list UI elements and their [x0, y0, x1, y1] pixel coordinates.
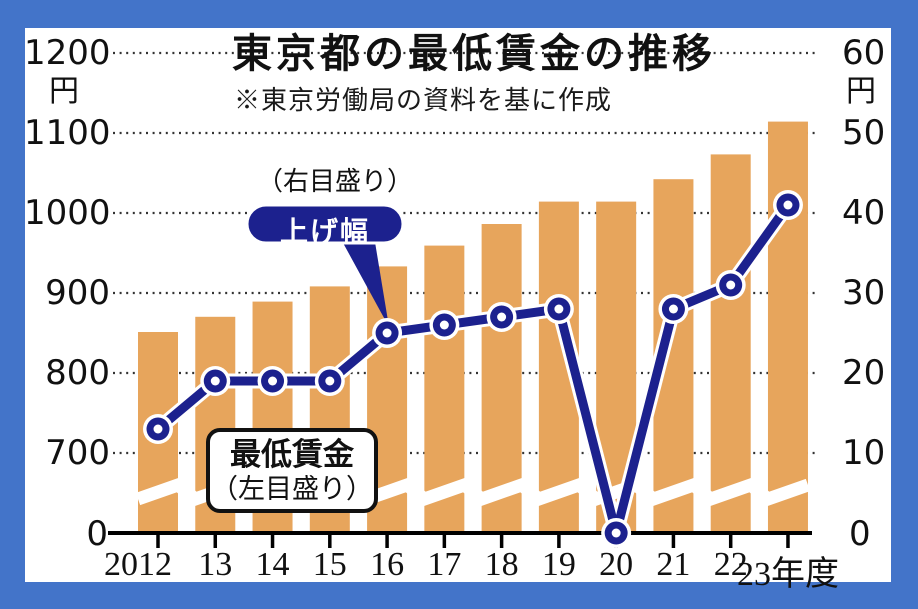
right-axis-zero-label: 0	[849, 514, 871, 554]
bar-series-legend-box: 最低賃金 （左目盛り）	[206, 428, 378, 513]
x-axis-label-23年度: 23年度	[736, 556, 839, 593]
left-axis-label-1000: 1000	[24, 193, 111, 233]
line-series-label: 上げ幅	[279, 216, 370, 247]
bar-2023	[767, 121, 808, 533]
point-hole-2015	[325, 376, 335, 386]
point-hole-2013	[210, 376, 220, 386]
left-axis-zero-label: 0	[86, 514, 108, 554]
left-axis-label-1200: 1200	[24, 33, 111, 73]
x-axis-label-21: 21	[656, 546, 691, 583]
right-axis-label-20: 20	[842, 353, 886, 393]
right-axis-label-30: 30	[842, 273, 886, 313]
point-hole-2018	[497, 312, 507, 322]
bar-series-label: 最低賃金	[230, 437, 354, 472]
point-hole-2014	[268, 376, 278, 386]
line-label-callout	[245, 203, 405, 327]
right-axis-label-40: 40	[842, 193, 886, 233]
left-axis-label-900: 900	[45, 273, 110, 313]
line-points	[143, 190, 803, 548]
x-axis-label-18: 18	[484, 546, 519, 583]
callout-pill	[245, 203, 405, 245]
left-axis-label-800: 800	[45, 353, 110, 393]
bar-2022	[710, 154, 751, 533]
left-axis-label-1100: 1100	[24, 113, 111, 153]
chart-title: 東京都の最低賃金の推移	[232, 32, 716, 76]
x-axis-label-19: 19	[541, 546, 576, 583]
x-axis-label-20: 20	[599, 546, 634, 583]
x-axis-label-13: 13	[198, 546, 233, 583]
point-hole-2019	[554, 304, 564, 314]
right-axis-label-50: 50	[842, 113, 886, 153]
x-axis-label-16: 16	[370, 546, 405, 583]
x-axis-label-14: 14	[255, 546, 290, 583]
point-hole-2020	[611, 528, 621, 538]
point-hole-2017	[439, 320, 449, 330]
left-axis-label-700: 700	[45, 433, 110, 473]
x-axis-label-22: 22	[713, 546, 748, 583]
x-axis-label-15: 15	[312, 546, 347, 583]
point-hole-2012	[153, 424, 163, 434]
right-axis-label-10: 10	[842, 433, 886, 473]
right-axis-unit: 円	[846, 75, 876, 108]
right-scale-note: （右目盛り）	[256, 166, 413, 196]
chart-source-note: ※東京労働局の資料を基に作成	[233, 85, 612, 115]
right-axis-label-60: 60	[842, 33, 886, 73]
left-axis-unit: 円	[49, 75, 79, 108]
point-hole-2021	[668, 304, 678, 314]
callout-tail	[342, 236, 389, 327]
bar-series-scale-note: （左目盛り）	[211, 474, 373, 504]
x-axis-label-2012: 2012	[104, 546, 172, 583]
x-axis	[108, 531, 812, 548]
x-axis-label-17: 17	[427, 546, 462, 583]
point-hole-2016	[382, 328, 392, 338]
point-hole-2023	[783, 200, 793, 210]
point-hole-2022	[726, 280, 736, 290]
